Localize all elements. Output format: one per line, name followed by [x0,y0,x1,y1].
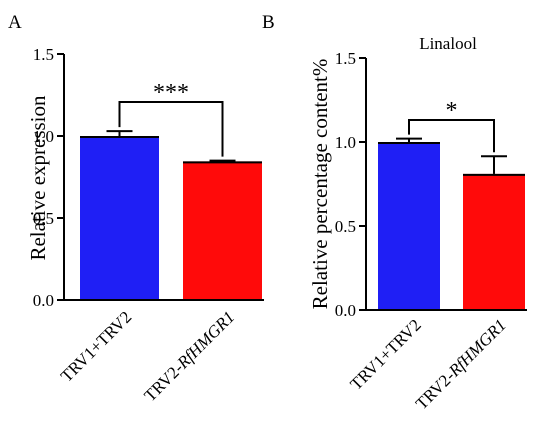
panel-b-bar-1 [378,142,440,310]
panel-b-y-tick-label: 0.5 [335,217,356,236]
panel-a-y-tick-label: 1.5 [33,45,54,64]
panel-a-category-label-italic: RfHMGR1 [173,307,239,373]
panel-b-y-tick-label: 1.5 [335,49,356,68]
panel-b-significance-bracket [408,119,495,153]
panel-a-y-tick-label: 1.0 [33,127,54,146]
panel-a-bar-1 [80,136,159,300]
panel-b-category-label-2: TRV2-RfHMGR1 [412,315,510,413]
panel-b-category-label-plain: TRV1+TRV2 [346,315,424,393]
panel-b-category-label-1: TRV1+TRV2 [346,315,424,393]
panel-a-chart: A 0.0 0.5 1.0 1.5 Relative expression TRV1+TRV… [8,12,264,405]
panel-a-y-tick-label: 0.0 [33,291,54,310]
panel-a-significance-label: *** [153,80,189,106]
panel-b-bar-2 [463,173,525,310]
panel-a-y-axis-title: Relative expression [26,95,50,261]
panel-b-category-label-italic: RfHMGR1 [444,315,510,381]
panel-a-letter: A [8,12,22,33]
panel-a-significance-bracket [118,101,224,157]
panel-a-category-label-plain: TRV1+TRV2 [57,307,135,385]
panel-b-y-tick-label: 0.0 [335,301,356,320]
panel-b-y-tick-label: 1.0 [335,133,356,152]
panel-a-category-label-1: TRV1+TRV2 [57,307,135,385]
panel-b-title: Linalool [419,34,477,53]
panel-b-significance-label: * [446,98,458,124]
panel-b-y-axis-title: Relative percentage content% [308,59,332,310]
panel-a-bar-2 [183,161,262,300]
panel-a-y-tick-label: 0.5 [33,209,54,228]
panel-b-letter: B [262,12,275,33]
panel-a-category-label-2: TRV2-RfHMGR1 [140,307,238,405]
